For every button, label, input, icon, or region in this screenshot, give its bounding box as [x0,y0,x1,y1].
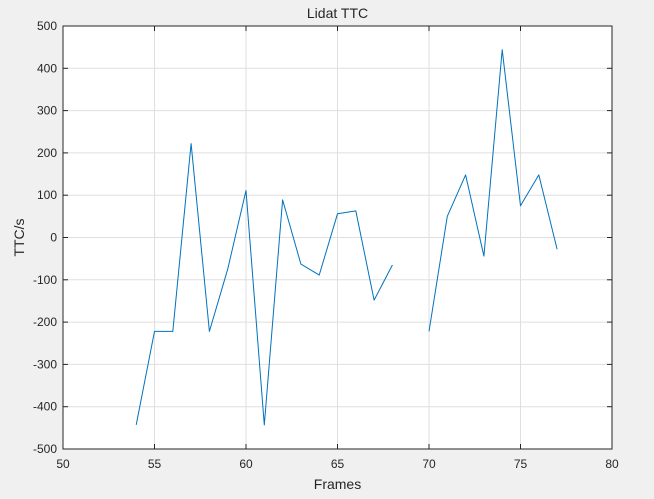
ticks: 50 55 60 65 70 75 80 -500 -400 -300 -200 -100 0 100 20… [33,19,619,471]
x-tick-label: 55 [148,457,162,471]
series-layer [135,49,558,426]
x-tick-label: 80 [605,457,619,471]
y-tick-label: 400 [37,61,57,75]
y-tick-label: 0 [50,231,57,245]
y-axis-label: TTC/s [11,218,27,256]
x-tick-label: 65 [331,457,345,471]
chart-title: Lidat TTC [307,5,368,21]
y-tick-label: 500 [37,19,57,33]
x-tick-label: 75 [514,457,528,471]
y-tick-label: -500 [33,442,57,456]
series-line [135,143,393,426]
y-tick-label: -300 [33,357,57,371]
y-tick-label: -100 [33,273,57,287]
x-tick-label: 70 [422,457,436,471]
x-tick-label: 60 [239,457,253,471]
series-line [428,49,558,332]
x-tick-label: 50 [56,457,70,471]
y-tick-label: 200 [37,146,57,160]
y-tick-label: -200 [33,315,57,329]
x-axis-label: Frames [314,476,361,492]
y-tick-label: -400 [33,400,57,414]
y-tick-label: 300 [37,104,57,118]
y-tick-label: 100 [37,188,57,202]
